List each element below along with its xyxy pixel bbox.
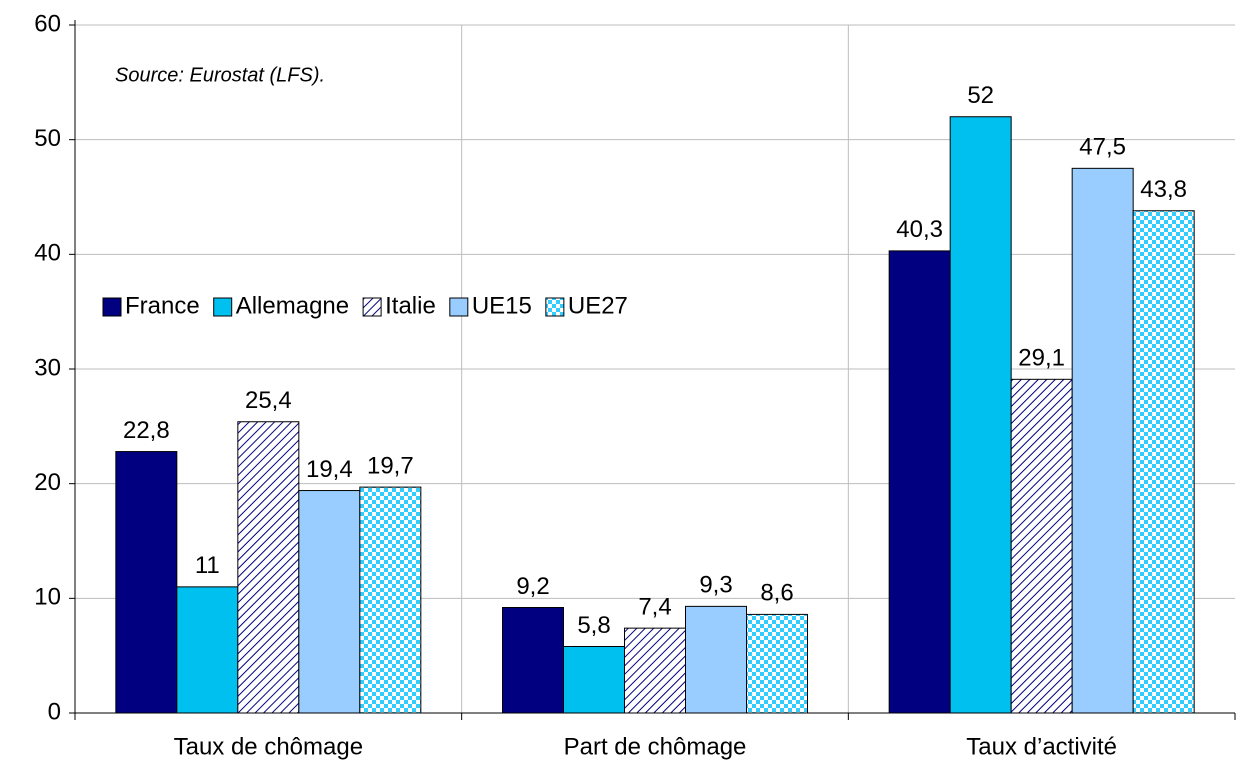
value-label: 11 — [195, 552, 220, 579]
value-label: 19,4 — [306, 456, 353, 483]
y-tick-label: 20 — [34, 469, 61, 496]
bar — [502, 607, 564, 714]
bar — [115, 451, 178, 714]
y-tick-label: 40 — [34, 240, 61, 267]
value-label: 7,4 — [638, 593, 671, 620]
value-label: 40,3 — [896, 216, 943, 243]
value-label: 9,3 — [699, 572, 732, 599]
y-tick-label: 50 — [34, 125, 61, 152]
bar — [563, 645, 625, 714]
bar — [176, 586, 239, 714]
legend-swatch — [362, 297, 382, 317]
y-tick-label: 30 — [34, 354, 61, 381]
bar — [888, 250, 951, 714]
y-tick-label: 10 — [34, 584, 61, 611]
value-label: 22,8 — [123, 417, 170, 444]
x-tick-label: Taux d’activité — [966, 733, 1117, 760]
value-label: 9,2 — [516, 573, 549, 600]
x-tick-label: Part de chômage — [564, 733, 747, 760]
bar — [949, 116, 1012, 714]
bar — [685, 605, 747, 714]
y-tick-label: 0 — [48, 698, 61, 725]
legend-swatch — [449, 297, 469, 317]
legend-label: France — [125, 292, 200, 319]
bar — [624, 627, 686, 714]
value-label: 52 — [967, 82, 994, 109]
bar — [359, 486, 422, 714]
bar — [746, 613, 808, 714]
bar — [237, 421, 300, 714]
legend-label: UE15 — [472, 292, 532, 319]
value-label: 5,8 — [577, 612, 610, 639]
x-tick-label: Taux de chômage — [174, 733, 363, 760]
legend-swatch — [102, 297, 122, 317]
bar — [298, 490, 361, 714]
value-label: 19,7 — [367, 452, 414, 479]
legend-label: Allemagne — [236, 292, 349, 319]
legend-swatch — [545, 297, 565, 317]
value-label: 25,4 — [245, 387, 292, 414]
y-tick-label: 60 — [34, 10, 61, 37]
source-note: Source: Eurostat (LFS). — [115, 64, 325, 86]
value-label: 29,1 — [1018, 345, 1065, 372]
value-label: 43,8 — [1140, 176, 1187, 203]
value-label: 8,6 — [760, 580, 793, 607]
legend-label: Italie — [385, 292, 436, 319]
bar — [1071, 167, 1134, 714]
legend-swatch — [213, 297, 233, 317]
bar — [1010, 378, 1073, 714]
bar — [1132, 210, 1195, 714]
legend-label: UE27 — [568, 292, 628, 319]
value-label: 47,5 — [1079, 134, 1126, 161]
